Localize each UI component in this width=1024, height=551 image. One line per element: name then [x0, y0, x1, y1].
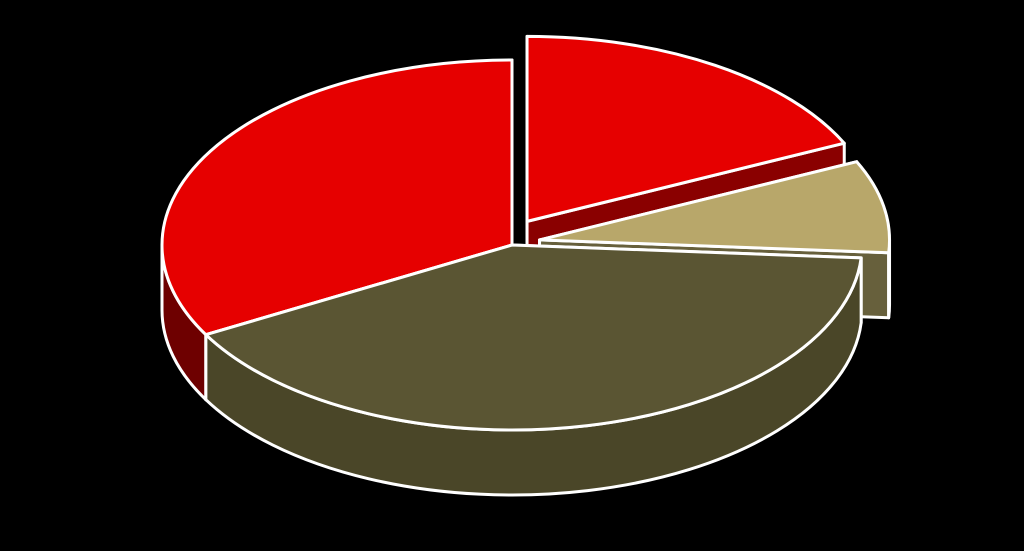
pie-3d-chart [0, 0, 1024, 551]
